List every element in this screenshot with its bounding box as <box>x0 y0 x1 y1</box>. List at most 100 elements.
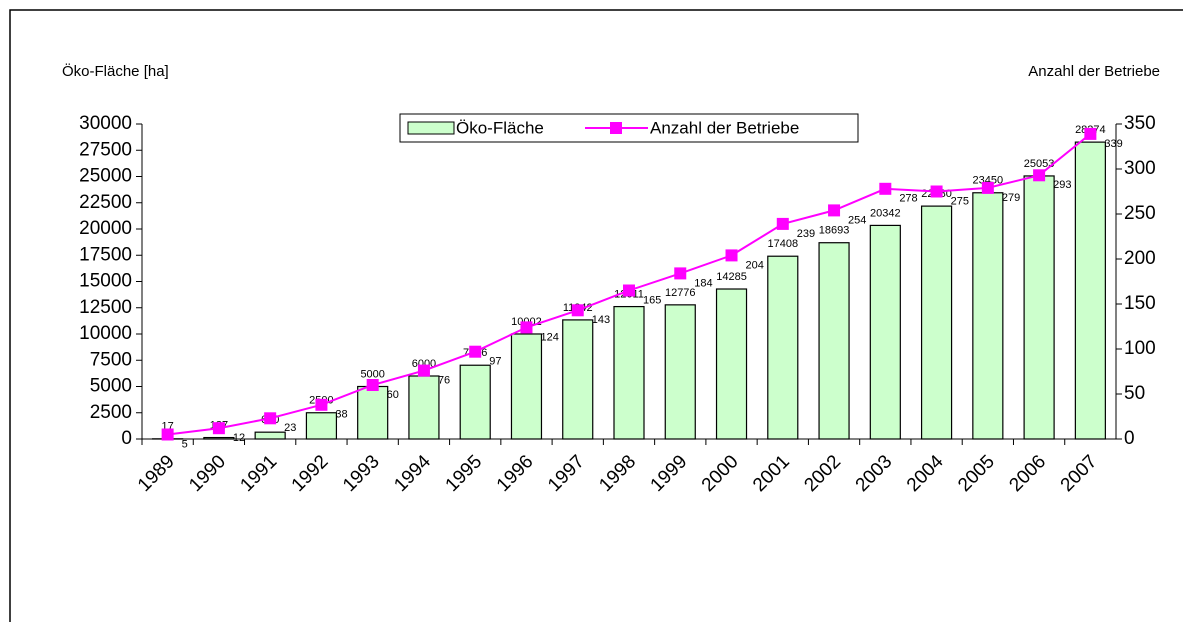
legend-label: Anzahl der Betriebe <box>650 118 799 137</box>
y-tick-label: 0 <box>121 428 132 449</box>
line-marker <box>623 284 635 297</box>
y-tick-label: 7500 <box>90 349 132 370</box>
y2-tick-label: 0 <box>1124 428 1135 449</box>
x-tick-label: 2002 <box>800 451 845 496</box>
line-marker <box>1033 169 1046 182</box>
line-marker <box>212 422 225 435</box>
line-marker <box>879 182 892 195</box>
y-tick-label: 17500 <box>79 244 132 265</box>
line-label: 184 <box>694 277 712 289</box>
y2-tick-label: 50 <box>1124 383 1145 404</box>
line-marker <box>674 267 687 280</box>
y2-tick-label: 150 <box>1124 293 1156 314</box>
line-label: 60 <box>387 389 399 401</box>
bar <box>1074 141 1106 440</box>
x-tick-label: 2003 <box>852 451 897 496</box>
bar <box>254 431 286 440</box>
bar <box>920 205 953 440</box>
line-marker <box>776 217 789 230</box>
line-marker <box>366 379 379 391</box>
bar <box>510 333 543 440</box>
bar-label: 6000 <box>412 358 436 370</box>
bar <box>972 192 1004 440</box>
bar-label: 23450 <box>973 175 1004 187</box>
legend-label: Öko-Fläche <box>456 118 544 137</box>
x-tick-label: 1993 <box>339 451 384 496</box>
y-tick-label: 30000 <box>79 113 132 134</box>
line-marker <box>264 412 277 425</box>
x-tick-label: 2005 <box>954 451 999 496</box>
line-label: 143 <box>592 314 610 326</box>
x-tick-label: 1998 <box>595 451 640 496</box>
bar <box>715 288 748 440</box>
y2-tick-label: 350 <box>1124 113 1156 134</box>
y-tick-label: 25000 <box>79 166 132 187</box>
line-label: 239 <box>797 228 815 240</box>
frame <box>9 9 1183 622</box>
x-tick-label: 1990 <box>185 451 230 496</box>
line-marker <box>828 204 841 217</box>
line-marker <box>417 364 430 377</box>
line-label: 97 <box>489 356 501 368</box>
line-label: 23 <box>284 422 296 434</box>
y-tick-label: 27500 <box>79 139 132 160</box>
y-tick-label: 5000 <box>90 376 132 397</box>
line-label: 76 <box>438 375 450 387</box>
line-marker <box>520 321 533 334</box>
line-label: 293 <box>1053 179 1071 191</box>
line-label: 204 <box>746 259 764 271</box>
line-label: 279 <box>1002 192 1020 204</box>
line-marker <box>469 345 482 358</box>
bar <box>305 412 338 440</box>
y-tick-label: 20000 <box>79 218 132 239</box>
bar <box>459 364 491 440</box>
y2-tick-label: 100 <box>1124 338 1156 359</box>
x-tick-label: 2001 <box>749 451 794 496</box>
bar-label: 5000 <box>360 368 384 380</box>
bar <box>664 304 696 440</box>
bar <box>613 305 645 440</box>
line-marker <box>161 428 174 441</box>
legend-swatch <box>610 122 622 134</box>
bar-label: 20342 <box>870 207 901 219</box>
y-tick-label: 15000 <box>79 271 132 292</box>
bar <box>357 385 389 440</box>
x-tick-label: 1995 <box>442 451 487 496</box>
y2-tick-label: 250 <box>1124 203 1156 224</box>
x-tick-label: 2006 <box>1005 451 1050 496</box>
y-axis-title: Öko-Fläche [ha] <box>62 62 169 80</box>
line-marker <box>981 181 994 194</box>
bar <box>869 224 901 440</box>
x-tick-label: 1994 <box>390 451 435 496</box>
y2-tick-label: 300 <box>1124 158 1156 179</box>
y-tick-label: 22500 <box>79 192 132 213</box>
line-label: 12 <box>233 432 245 444</box>
bar <box>408 375 440 440</box>
line-label: 38 <box>335 409 347 421</box>
line-marker <box>571 304 584 317</box>
bar <box>1023 175 1055 440</box>
bar <box>767 255 799 440</box>
bar-label: 14285 <box>716 271 747 283</box>
x-tick-label: 2000 <box>698 451 743 496</box>
x-tick-label: 1996 <box>493 451 538 496</box>
line-marker <box>725 249 738 262</box>
bar-label: 12776 <box>665 287 696 299</box>
line-label: 275 <box>951 195 969 207</box>
line-label: 165 <box>643 294 661 306</box>
line-marker <box>930 185 943 198</box>
y-tick-label: 12500 <box>79 297 132 318</box>
y-tick-label: 2500 <box>90 402 132 423</box>
bar-label: 25053 <box>1024 158 1055 170</box>
legend-swatch <box>407 121 455 135</box>
y-tick-label: 10000 <box>79 323 132 344</box>
y2-tick-label: 200 <box>1124 248 1156 269</box>
line-label: 278 <box>899 193 917 205</box>
line-label: 5 <box>182 438 188 450</box>
line-label: 339 <box>1104 138 1122 150</box>
x-tick-label: 2004 <box>903 451 948 496</box>
x-tick-label: 1997 <box>544 451 589 496</box>
line-marker <box>1084 127 1097 140</box>
line-label: 124 <box>540 331 558 343</box>
bar <box>818 242 850 440</box>
